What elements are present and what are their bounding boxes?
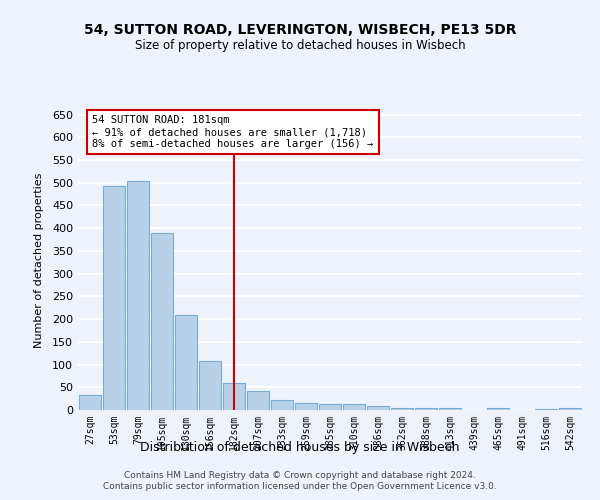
Text: Size of property relative to detached houses in Wisbech: Size of property relative to detached ho… bbox=[134, 39, 466, 52]
Bar bbox=[319, 404, 341, 410]
Text: Distribution of detached houses by size in Wisbech: Distribution of detached houses by size … bbox=[140, 441, 460, 454]
Text: 54 SUTTON ROAD: 181sqm
← 91% of detached houses are smaller (1,718)
8% of semi-d: 54 SUTTON ROAD: 181sqm ← 91% of detached… bbox=[92, 116, 374, 148]
Bar bbox=[79, 396, 101, 410]
Bar bbox=[439, 408, 461, 410]
Bar bbox=[127, 181, 149, 410]
Bar bbox=[271, 400, 293, 410]
Bar bbox=[367, 406, 389, 410]
Text: Contains public sector information licensed under the Open Government Licence v3: Contains public sector information licen… bbox=[103, 482, 497, 491]
Bar bbox=[295, 403, 317, 410]
Bar bbox=[391, 408, 413, 410]
Y-axis label: Number of detached properties: Number of detached properties bbox=[34, 172, 44, 348]
Text: Contains HM Land Registry data © Crown copyright and database right 2024.: Contains HM Land Registry data © Crown c… bbox=[124, 471, 476, 480]
Text: 54, SUTTON ROAD, LEVERINGTON, WISBECH, PE13 5DR: 54, SUTTON ROAD, LEVERINGTON, WISBECH, P… bbox=[84, 22, 516, 36]
Bar bbox=[535, 408, 557, 410]
Bar bbox=[559, 408, 581, 410]
Bar bbox=[175, 314, 197, 410]
Bar bbox=[343, 404, 365, 410]
Bar bbox=[247, 392, 269, 410]
Bar bbox=[223, 382, 245, 410]
Bar bbox=[103, 186, 125, 410]
Bar bbox=[415, 408, 437, 410]
Bar bbox=[199, 361, 221, 410]
Bar bbox=[487, 408, 509, 410]
Bar bbox=[151, 232, 173, 410]
